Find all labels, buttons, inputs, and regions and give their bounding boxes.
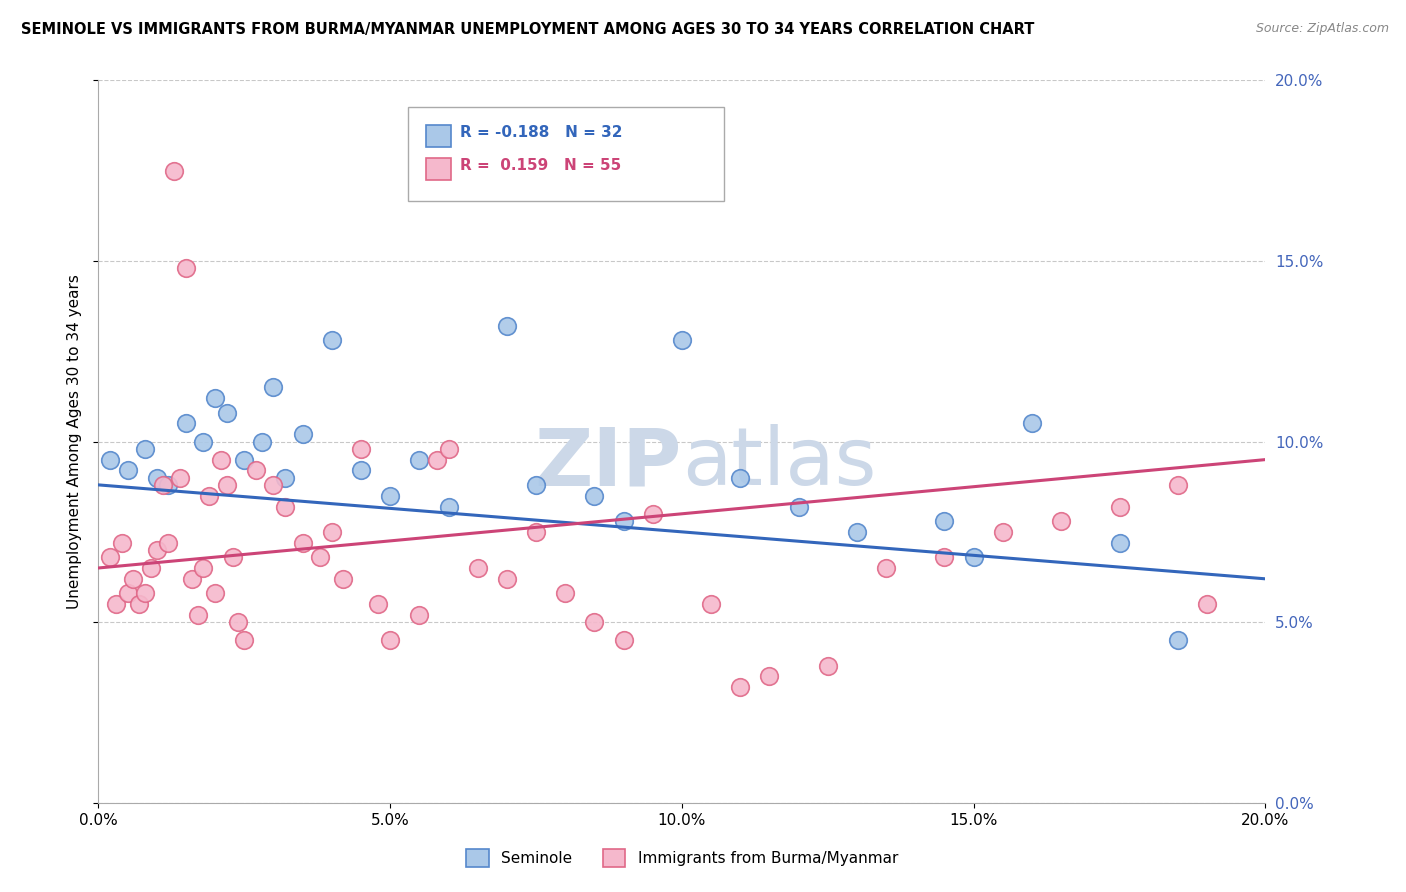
Point xyxy=(291,535,314,549)
Point xyxy=(250,434,273,449)
Point xyxy=(787,500,810,514)
Point xyxy=(146,542,169,557)
Point xyxy=(104,597,127,611)
Point xyxy=(157,478,180,492)
Point xyxy=(163,163,186,178)
Point xyxy=(583,615,606,630)
Point xyxy=(193,434,215,449)
Point xyxy=(321,524,343,539)
Point xyxy=(274,500,297,514)
Point xyxy=(437,442,460,456)
Point xyxy=(875,561,897,575)
Point xyxy=(524,524,547,539)
Point xyxy=(426,452,449,467)
Point xyxy=(193,561,215,575)
Point xyxy=(174,417,197,431)
Point xyxy=(215,478,238,492)
Point xyxy=(1167,478,1189,492)
Point xyxy=(215,406,238,420)
Text: R = -0.188   N = 32: R = -0.188 N = 32 xyxy=(460,125,623,139)
Point xyxy=(613,633,636,648)
Point xyxy=(962,550,984,565)
Point xyxy=(496,572,519,586)
Text: ZIP: ZIP xyxy=(534,425,682,502)
Point xyxy=(263,478,285,492)
Point xyxy=(169,471,191,485)
Point xyxy=(221,550,243,565)
Text: Source: ZipAtlas.com: Source: ZipAtlas.com xyxy=(1256,22,1389,36)
Text: R =  0.159   N = 55: R = 0.159 N = 55 xyxy=(460,158,621,172)
Point xyxy=(700,597,723,611)
Point xyxy=(641,507,664,521)
Point xyxy=(187,607,209,622)
Text: SEMINOLE VS IMMIGRANTS FROM BURMA/MYANMAR UNEMPLOYMENT AMONG AGES 30 TO 34 YEARS: SEMINOLE VS IMMIGRANTS FROM BURMA/MYANMA… xyxy=(21,22,1035,37)
Point xyxy=(613,514,636,528)
Point xyxy=(152,478,174,492)
Point xyxy=(583,489,606,503)
Point xyxy=(321,334,343,348)
Point xyxy=(350,463,373,477)
Point xyxy=(139,561,162,575)
Point xyxy=(671,334,693,348)
Point xyxy=(122,572,145,586)
Point xyxy=(524,478,547,492)
Point xyxy=(228,615,250,630)
Point xyxy=(309,550,332,565)
Point xyxy=(332,572,354,586)
Point xyxy=(1197,597,1219,611)
Point xyxy=(204,586,226,600)
Point xyxy=(846,524,869,539)
Point xyxy=(496,318,519,333)
Y-axis label: Unemployment Among Ages 30 to 34 years: Unemployment Among Ages 30 to 34 years xyxy=(67,274,83,609)
Point xyxy=(380,633,402,648)
Point xyxy=(817,658,839,673)
Point xyxy=(291,427,314,442)
Point xyxy=(117,586,139,600)
Text: atlas: atlas xyxy=(682,425,876,502)
Point xyxy=(128,597,150,611)
Point xyxy=(245,463,267,477)
Point xyxy=(991,524,1014,539)
Point xyxy=(134,586,156,600)
Point xyxy=(134,442,156,456)
Point xyxy=(209,452,232,467)
Point xyxy=(198,489,221,503)
Point xyxy=(1021,417,1043,431)
Point xyxy=(274,471,297,485)
Point xyxy=(1108,500,1130,514)
Point xyxy=(408,607,430,622)
Point xyxy=(934,550,956,565)
Point xyxy=(233,633,256,648)
Point xyxy=(467,561,489,575)
Point xyxy=(117,463,139,477)
Legend: Seminole, Immigrants from Burma/Myanmar: Seminole, Immigrants from Burma/Myanmar xyxy=(465,849,898,867)
Point xyxy=(730,471,752,485)
Point xyxy=(1050,514,1073,528)
Point xyxy=(1167,633,1189,648)
Point xyxy=(1108,535,1130,549)
Point xyxy=(758,669,780,683)
Point xyxy=(157,535,180,549)
Point xyxy=(554,586,576,600)
Point xyxy=(233,452,256,467)
Point xyxy=(350,442,373,456)
Point xyxy=(204,391,226,405)
Point xyxy=(98,452,121,467)
Point xyxy=(174,261,197,276)
Point xyxy=(263,380,285,394)
Point xyxy=(380,489,402,503)
Point xyxy=(730,680,752,694)
Point xyxy=(146,471,169,485)
Point xyxy=(408,452,430,467)
Point xyxy=(111,535,134,549)
Point xyxy=(180,572,202,586)
Point xyxy=(98,550,121,565)
Point xyxy=(437,500,460,514)
Point xyxy=(367,597,389,611)
Point xyxy=(934,514,956,528)
